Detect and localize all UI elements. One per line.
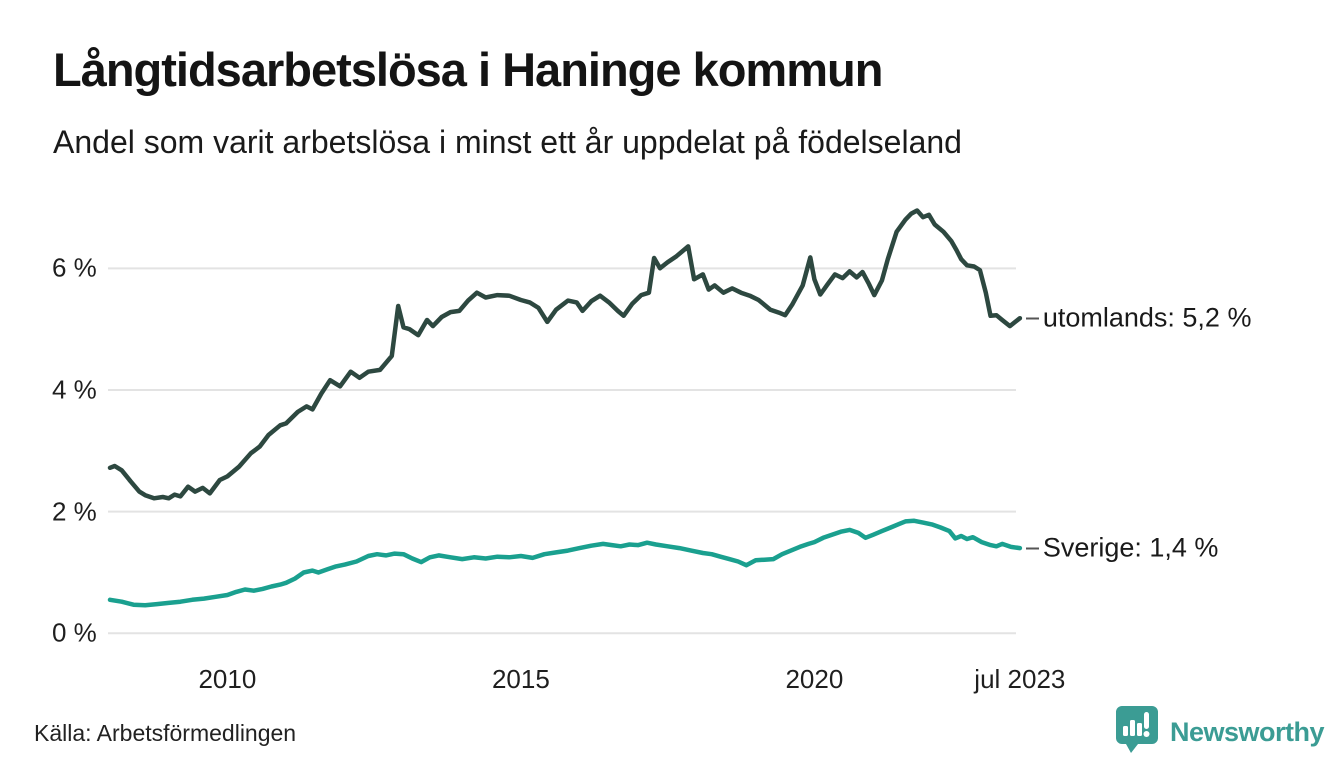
series-end-label-text: Sverige: 1,4 % — [1042, 532, 1219, 563]
series-line-Sverige — [107, 518, 1023, 608]
x-axis-tick-label: 2010 — [198, 664, 257, 694]
y-axis-tick-label: 6 % — [52, 252, 97, 283]
series-end-label-utomlands: utomlands: 5,2 % — [1025, 302, 1252, 334]
y-axis-tick-label: 4 % — [52, 374, 97, 405]
series-end-label-Sverige: Sverige: 1,4 % — [1025, 532, 1219, 564]
y-axis-tick-label: 0 % — [52, 617, 97, 648]
source-note: Källa: Arbetsförmedlingen — [34, 720, 297, 746]
chart-subtitle: Andel som varit arbetslösa i minst ett å… — [53, 124, 962, 160]
page-title: Långtidsarbetslösa i Haninge kommun — [53, 43, 883, 96]
x-axis-tick-label: 2020 — [785, 664, 844, 694]
series-line-utomlands — [107, 208, 1023, 501]
y-axis-tick-label: 2 % — [52, 496, 97, 527]
label-connector-dash — [1025, 317, 1039, 320]
series-end-label-text: utomlands: 5,2 % — [1042, 302, 1252, 333]
x-axis-tick-label: 2015 — [491, 664, 550, 694]
newsworthy-logo-icon — [1116, 706, 1158, 753]
label-connector-dash — [1025, 547, 1039, 550]
x-axis-tick-label: jul 2023 — [974, 664, 1066, 694]
newsworthy-branding: Newsworthy — [1114, 704, 1325, 760]
newsworthy-wordmark: Newsworthy — [1170, 716, 1325, 747]
